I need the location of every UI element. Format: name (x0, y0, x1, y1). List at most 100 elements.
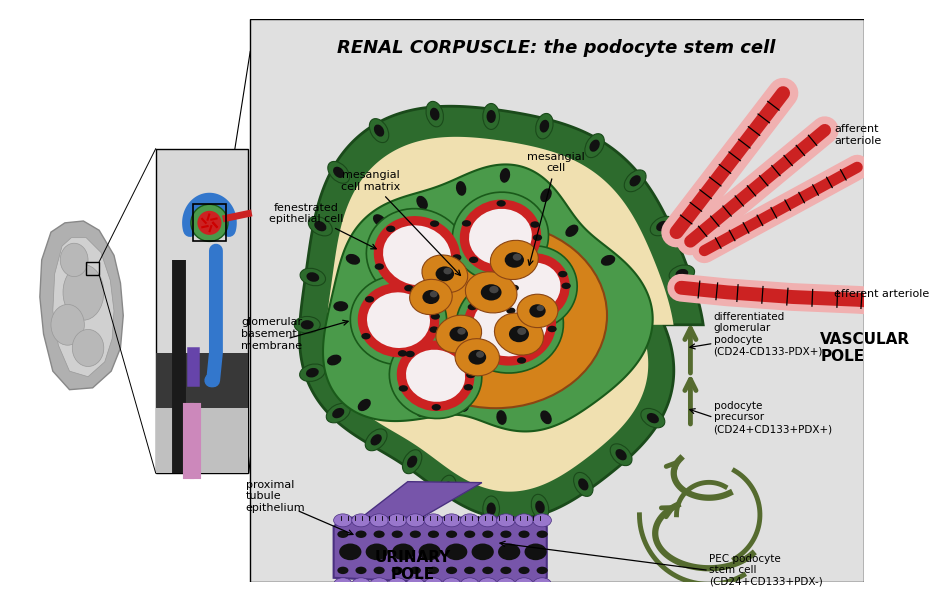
Ellipse shape (73, 330, 103, 367)
Ellipse shape (406, 514, 425, 527)
Ellipse shape (191, 204, 228, 241)
Ellipse shape (410, 531, 421, 538)
Polygon shape (53, 238, 114, 377)
Ellipse shape (443, 482, 452, 494)
Ellipse shape (370, 514, 389, 527)
Ellipse shape (410, 567, 421, 574)
Ellipse shape (610, 444, 632, 466)
Text: glomerular
basement
membrane: glomerular basement membrane (241, 317, 302, 351)
Ellipse shape (327, 354, 341, 365)
Ellipse shape (562, 283, 570, 289)
Ellipse shape (51, 305, 84, 345)
Ellipse shape (478, 514, 497, 527)
Ellipse shape (473, 293, 547, 356)
Ellipse shape (459, 397, 470, 412)
Ellipse shape (300, 268, 325, 286)
Ellipse shape (198, 211, 222, 235)
Ellipse shape (424, 514, 443, 527)
Ellipse shape (518, 567, 529, 574)
Ellipse shape (500, 168, 510, 183)
Ellipse shape (536, 114, 553, 139)
Ellipse shape (540, 120, 549, 133)
Ellipse shape (463, 284, 556, 365)
Ellipse shape (497, 514, 515, 527)
Ellipse shape (525, 544, 547, 560)
Ellipse shape (500, 567, 512, 574)
Ellipse shape (566, 224, 579, 237)
Ellipse shape (469, 257, 478, 263)
Ellipse shape (295, 316, 321, 333)
Ellipse shape (374, 567, 385, 574)
Ellipse shape (386, 226, 395, 232)
Ellipse shape (417, 403, 428, 416)
Ellipse shape (452, 192, 549, 282)
Ellipse shape (533, 578, 552, 591)
Ellipse shape (517, 294, 558, 328)
Ellipse shape (546, 311, 555, 317)
Ellipse shape (641, 409, 665, 428)
Ellipse shape (530, 221, 540, 228)
Ellipse shape (537, 531, 548, 538)
Ellipse shape (490, 240, 539, 280)
Ellipse shape (476, 351, 484, 358)
Ellipse shape (432, 404, 441, 410)
Ellipse shape (510, 285, 519, 291)
Ellipse shape (487, 502, 496, 516)
Ellipse shape (497, 578, 515, 591)
Ellipse shape (483, 103, 500, 130)
Ellipse shape (651, 216, 674, 236)
Bar (86, 262, 99, 275)
Ellipse shape (374, 216, 460, 294)
Ellipse shape (469, 350, 487, 365)
Ellipse shape (418, 544, 441, 560)
Ellipse shape (443, 578, 460, 591)
Ellipse shape (509, 264, 518, 271)
Ellipse shape (624, 170, 646, 192)
Ellipse shape (509, 326, 529, 342)
Ellipse shape (533, 514, 552, 527)
Ellipse shape (647, 413, 659, 423)
Ellipse shape (426, 102, 444, 127)
Ellipse shape (629, 175, 641, 187)
Ellipse shape (496, 254, 569, 322)
Ellipse shape (391, 531, 403, 538)
Ellipse shape (466, 371, 475, 378)
Bar (250, 19, 864, 582)
Ellipse shape (308, 216, 333, 236)
Ellipse shape (518, 531, 529, 538)
Ellipse shape (529, 304, 545, 317)
Ellipse shape (332, 408, 344, 418)
Ellipse shape (369, 119, 389, 143)
Ellipse shape (462, 220, 472, 227)
Ellipse shape (444, 343, 453, 350)
Polygon shape (326, 137, 674, 492)
Bar (156, 149, 248, 473)
Ellipse shape (358, 283, 439, 358)
Ellipse shape (514, 578, 533, 591)
Ellipse shape (328, 162, 350, 183)
Ellipse shape (430, 221, 439, 227)
Ellipse shape (517, 328, 527, 335)
Ellipse shape (365, 296, 375, 303)
Ellipse shape (676, 269, 688, 278)
Ellipse shape (374, 531, 385, 538)
Ellipse shape (326, 403, 350, 423)
Ellipse shape (350, 275, 446, 365)
Text: proximal
tubule
epithelium: proximal tubule epithelium (246, 480, 305, 513)
Ellipse shape (374, 125, 384, 137)
Ellipse shape (543, 312, 552, 319)
Ellipse shape (472, 544, 494, 560)
Ellipse shape (346, 254, 360, 264)
Text: PEC podocyte
stem cell
(CD24+CD133+PDX-): PEC podocyte stem cell (CD24+CD133+PDX-) (709, 554, 823, 587)
Ellipse shape (407, 455, 418, 468)
Polygon shape (334, 517, 547, 587)
Ellipse shape (464, 567, 475, 574)
Ellipse shape (517, 357, 527, 364)
Ellipse shape (383, 226, 451, 285)
Ellipse shape (469, 209, 532, 264)
Ellipse shape (355, 531, 366, 538)
Ellipse shape (506, 308, 515, 314)
Ellipse shape (449, 326, 468, 342)
Ellipse shape (436, 315, 482, 353)
Ellipse shape (306, 368, 319, 378)
